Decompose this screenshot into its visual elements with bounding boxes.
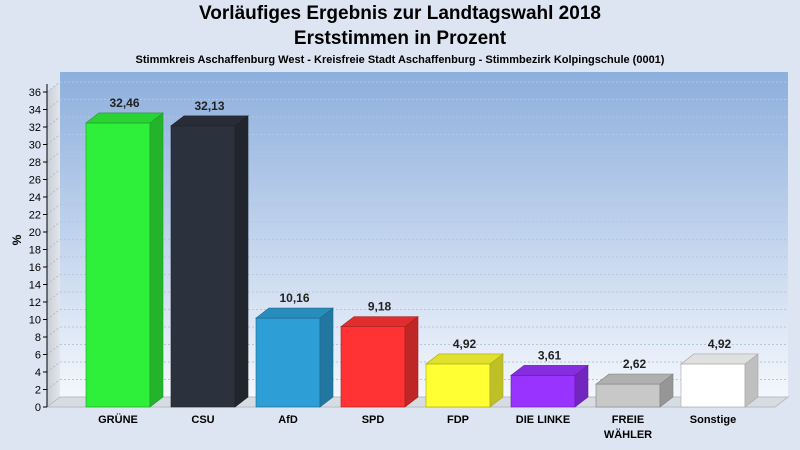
bar: [595, 373, 674, 408]
value-label: 4,92: [453, 337, 477, 351]
value-label: 32,13: [194, 99, 224, 113]
gridline: [46, 291, 61, 303]
gridline: [46, 99, 61, 110]
value-label: 9,18: [368, 300, 392, 314]
y-tick-label: 20: [29, 227, 41, 239]
gridline: [46, 361, 61, 373]
gridline: [46, 256, 61, 268]
y-tick-label: 4: [35, 367, 41, 379]
category-label: FREIE: [612, 414, 644, 426]
gridline: [46, 379, 61, 390]
category-label: CSU: [191, 414, 214, 426]
value-label: 32,46: [109, 96, 139, 110]
bar: [85, 112, 164, 408]
y-tick-label: 28: [29, 157, 41, 169]
bar: [510, 364, 589, 408]
gridline: [46, 344, 61, 355]
category-label: Sonstige: [690, 414, 736, 426]
gridline: [46, 81, 61, 93]
chart-title-line2: Erststimmen in Prozent: [293, 28, 507, 49]
category-label: GRÜNE: [98, 413, 138, 426]
category-label: AfD: [278, 414, 298, 426]
gridline: [46, 151, 61, 163]
gridline: [46, 186, 61, 198]
value-label: 10,16: [279, 291, 309, 305]
value-label: 4,92: [708, 337, 732, 351]
gridline: [46, 239, 61, 250]
y-tick-label: 12: [29, 297, 41, 309]
gridline: [46, 204, 61, 215]
y-tick-label: 34: [29, 105, 41, 117]
gridline: [46, 221, 61, 233]
y-tick-label: 22: [29, 210, 41, 222]
y-tick-label: 8: [35, 332, 41, 344]
chart-title: Vorläufiges Ergebnis zur Landtagswahl 20…: [199, 3, 601, 24]
y-axis-label: %: [10, 234, 24, 245]
bar: [340, 316, 419, 408]
y-tick-label: 0: [35, 402, 41, 414]
bar: [255, 307, 334, 408]
y-tick-label: 36: [29, 87, 41, 99]
y-tick-label: 18: [29, 245, 41, 257]
bar: [170, 115, 249, 408]
value-label: 3,61: [538, 348, 562, 362]
gridline: [46, 134, 61, 145]
gridline: [46, 169, 61, 180]
category-label: DIE LINKE: [516, 414, 570, 426]
gridline: [46, 309, 61, 320]
gridline: [46, 326, 61, 338]
plot-background: [60, 72, 788, 397]
y-tick-label: 10: [29, 315, 41, 327]
value-label: 2,62: [623, 357, 647, 371]
gridline: [46, 116, 61, 128]
bar: [425, 353, 504, 408]
y-tick-label: 24: [29, 192, 41, 204]
y-tick-label: 2: [35, 385, 41, 397]
y-tick-label: 16: [29, 262, 41, 274]
y-tick-label: 26: [29, 175, 41, 187]
y-tick-label: 6: [35, 350, 41, 362]
category-label-line2: WÄHLER: [604, 428, 652, 441]
gridline: [46, 274, 61, 285]
category-label: SPD: [362, 414, 385, 426]
chart-subtitle: Stimmkreis Aschaffenburg West - Kreisfre…: [135, 54, 665, 66]
bar: [680, 353, 759, 408]
y-tick-label: 14: [29, 280, 41, 292]
y-tick-label: 30: [29, 140, 41, 152]
y-tick-label: 32: [29, 122, 41, 134]
category-label: FDP: [447, 414, 469, 426]
